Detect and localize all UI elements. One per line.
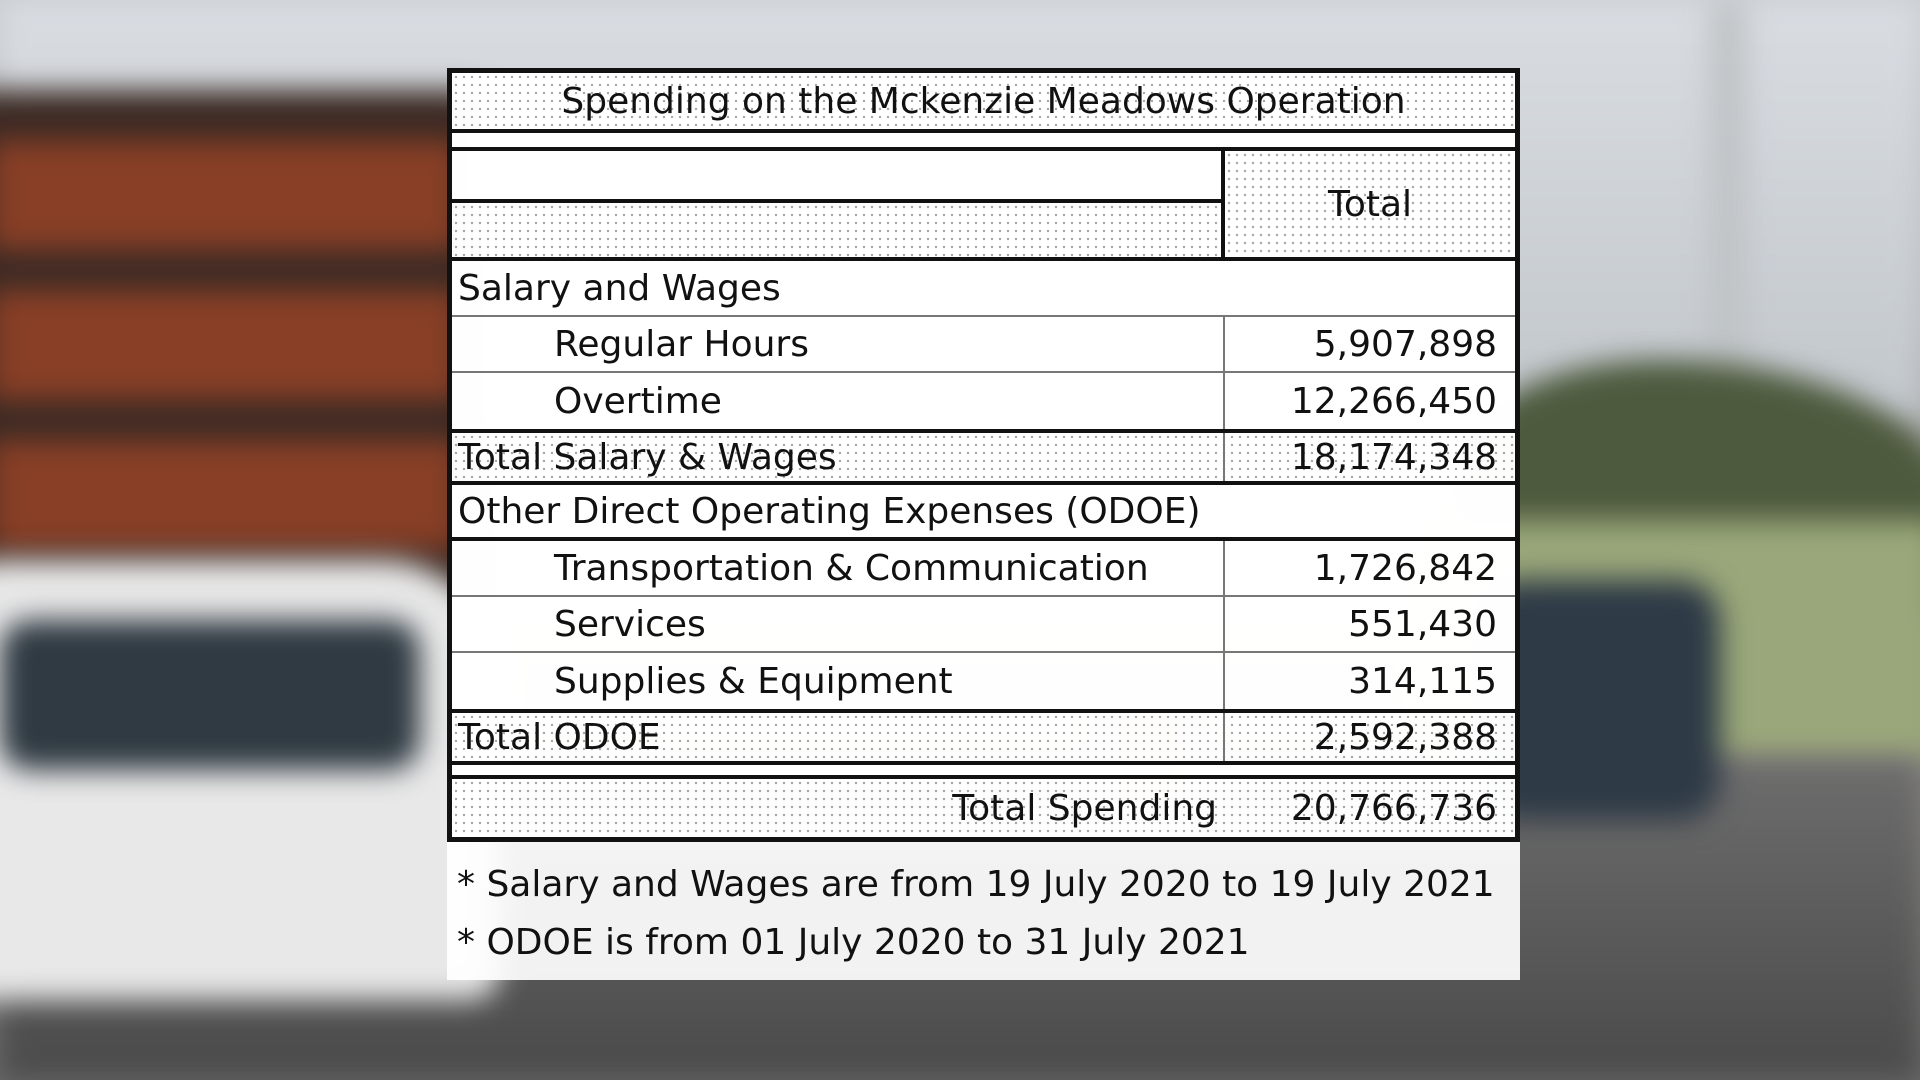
row-label: Regular Hours [452,317,1225,371]
total-value: 18,174,348 [1290,436,1497,478]
row-label: Transportation & Communication [452,541,1225,595]
row-label: Supplies & Equipment [452,653,1225,709]
spending-table-panel: Spending on the Mckenzie Meadows Operati… [447,68,1520,980]
total-row-odoe: Total ODOE 2,592,388 [452,709,1515,765]
table-header-row: Total [452,151,1515,261]
row-value: 551,430 [1348,603,1497,645]
row-label: Overtime [452,373,1225,429]
table-gap [452,133,1515,151]
table-row: Supplies & Equipment 314,115 [452,653,1515,709]
grand-total-value: 20,766,736 [1290,787,1497,829]
background-car-window [0,620,420,770]
grand-total-row: Total Spending 20,766,736 [452,779,1515,837]
total-row-salary: Total Salary & Wages 18,174,348 [452,429,1515,485]
table-row: Overtime 12,266,450 [452,373,1515,429]
table-title: Spending on the Mckenzie Meadows Operati… [452,73,1515,133]
footnote: * ODOE is from 01 July 2020 to 31 July 2… [457,922,1250,963]
footnote: * Salary and Wages are from 19 July 2020… [457,864,1495,905]
total-value: 2,592,388 [1313,716,1497,758]
footnotes: * Salary and Wages are from 19 July 2020… [447,842,1520,980]
row-value: 314,115 [1348,660,1497,702]
table-title-text: Spending on the Mckenzie Meadows Operati… [561,80,1406,122]
section-heading-odoe: Other Direct Operating Expenses (ODOE) [452,485,1515,541]
table-row: Regular Hours 5,907,898 [452,317,1515,373]
header-blank-cell [452,151,1225,257]
spending-table: Spending on the Mckenzie Meadows Operati… [447,68,1520,842]
column-header-total: Total [1225,151,1515,257]
row-label: Services [452,597,1225,651]
background-sign-lettering [0,140,460,580]
table-row: Services 551,430 [452,597,1515,653]
row-value: 5,907,898 [1313,323,1497,365]
total-label: Total Salary & Wages [452,433,1225,481]
row-value: 1,726,842 [1313,547,1497,589]
table-gap [452,765,1515,779]
row-value: 12,266,450 [1290,380,1497,422]
table-row: Transportation & Communication 1,726,842 [452,541,1515,597]
section-heading-salary: Salary and Wages [452,261,1515,317]
background-dark-car [1480,580,1720,820]
total-label: Total ODOE [452,713,1225,761]
grand-total-label: Total Spending [952,787,1217,829]
